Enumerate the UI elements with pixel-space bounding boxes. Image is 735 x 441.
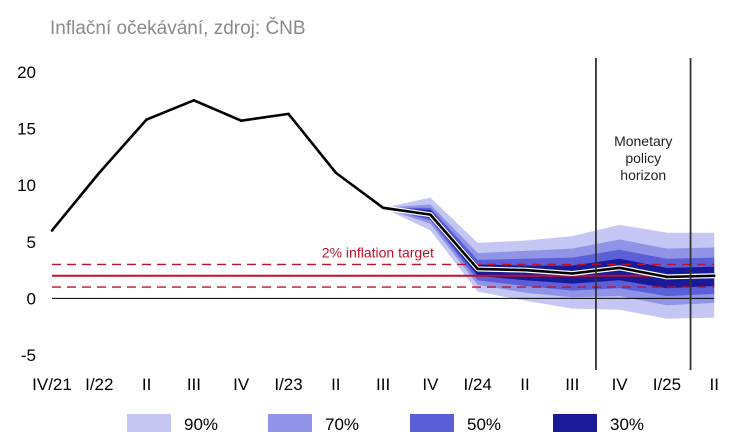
data-point <box>98 171 101 175</box>
x-tick-label: IV <box>233 375 250 394</box>
horizon-label-line: Monetary <box>614 133 672 149</box>
x-axis: IV/21 I/22 II III IV I/23 II III IV I/24 II III IV I/… <box>32 375 719 394</box>
x-tick-label: II <box>331 375 340 394</box>
target-label: 2% inflation target <box>322 244 434 260</box>
x-tick-label: II <box>142 375 151 394</box>
x-tick-label: I/22 <box>85 375 113 394</box>
y-tick-label: 10 <box>17 176 36 195</box>
inflation-target: 2% inflation target <box>52 244 715 288</box>
x-tick-label: IV/21 <box>32 375 72 394</box>
inflation-line <box>50 97 716 280</box>
data-point <box>192 99 196 102</box>
x-tick-label: III <box>376 375 390 394</box>
legend-swatch <box>410 414 454 432</box>
y-tick-label: -5 <box>21 346 36 365</box>
legend-label: 70% <box>325 415 359 434</box>
legend-item: 70% <box>268 414 359 434</box>
legend-swatch <box>127 414 171 432</box>
data-point <box>712 274 716 278</box>
legend-swatch <box>553 414 597 432</box>
data-point <box>50 229 54 232</box>
legend-item: 50% <box>410 414 501 434</box>
x-tick-label: I/25 <box>653 375 681 394</box>
legend-item: 90% <box>127 414 218 434</box>
legend-label: 50% <box>467 415 501 434</box>
data-point <box>476 267 480 271</box>
y-tick-label: 0 <box>27 289 36 308</box>
data-point <box>665 275 669 279</box>
legend-label: 90% <box>184 415 218 434</box>
data-point <box>287 112 290 116</box>
x-tick-label: III <box>187 375 201 394</box>
horizon-label-line: policy <box>625 150 661 166</box>
data-point <box>239 119 243 122</box>
y-tick-label: 15 <box>17 120 36 139</box>
horizon-label-line: horizon <box>620 167 666 183</box>
x-tick-label: I/24 <box>464 375 492 394</box>
data-point <box>429 213 432 216</box>
data-point <box>381 206 385 210</box>
data-point <box>618 266 621 270</box>
x-tick-label: II <box>709 375 718 394</box>
chart-title: Inflační očekávání, zdroj: ČNB <box>50 18 306 39</box>
data-point <box>523 268 527 272</box>
x-tick-label: I/23 <box>274 375 302 394</box>
x-tick-label: IV <box>422 375 439 394</box>
data-point <box>145 118 148 121</box>
y-tick-label: 20 <box>17 63 36 82</box>
data-point <box>334 171 338 175</box>
y-tick-label: 5 <box>27 233 36 252</box>
x-tick-label: II <box>520 375 529 394</box>
legend-label: 30% <box>610 415 644 434</box>
x-tick-label: III <box>565 375 579 394</box>
legend: 90% 70% 50% 30% <box>127 414 644 434</box>
legend-swatch <box>268 414 312 432</box>
data-point <box>571 272 574 275</box>
x-tick-label: IV <box>612 375 629 394</box>
legend-item: 30% <box>553 414 644 434</box>
y-axis: -5 0 5 10 15 20 <box>17 63 36 365</box>
